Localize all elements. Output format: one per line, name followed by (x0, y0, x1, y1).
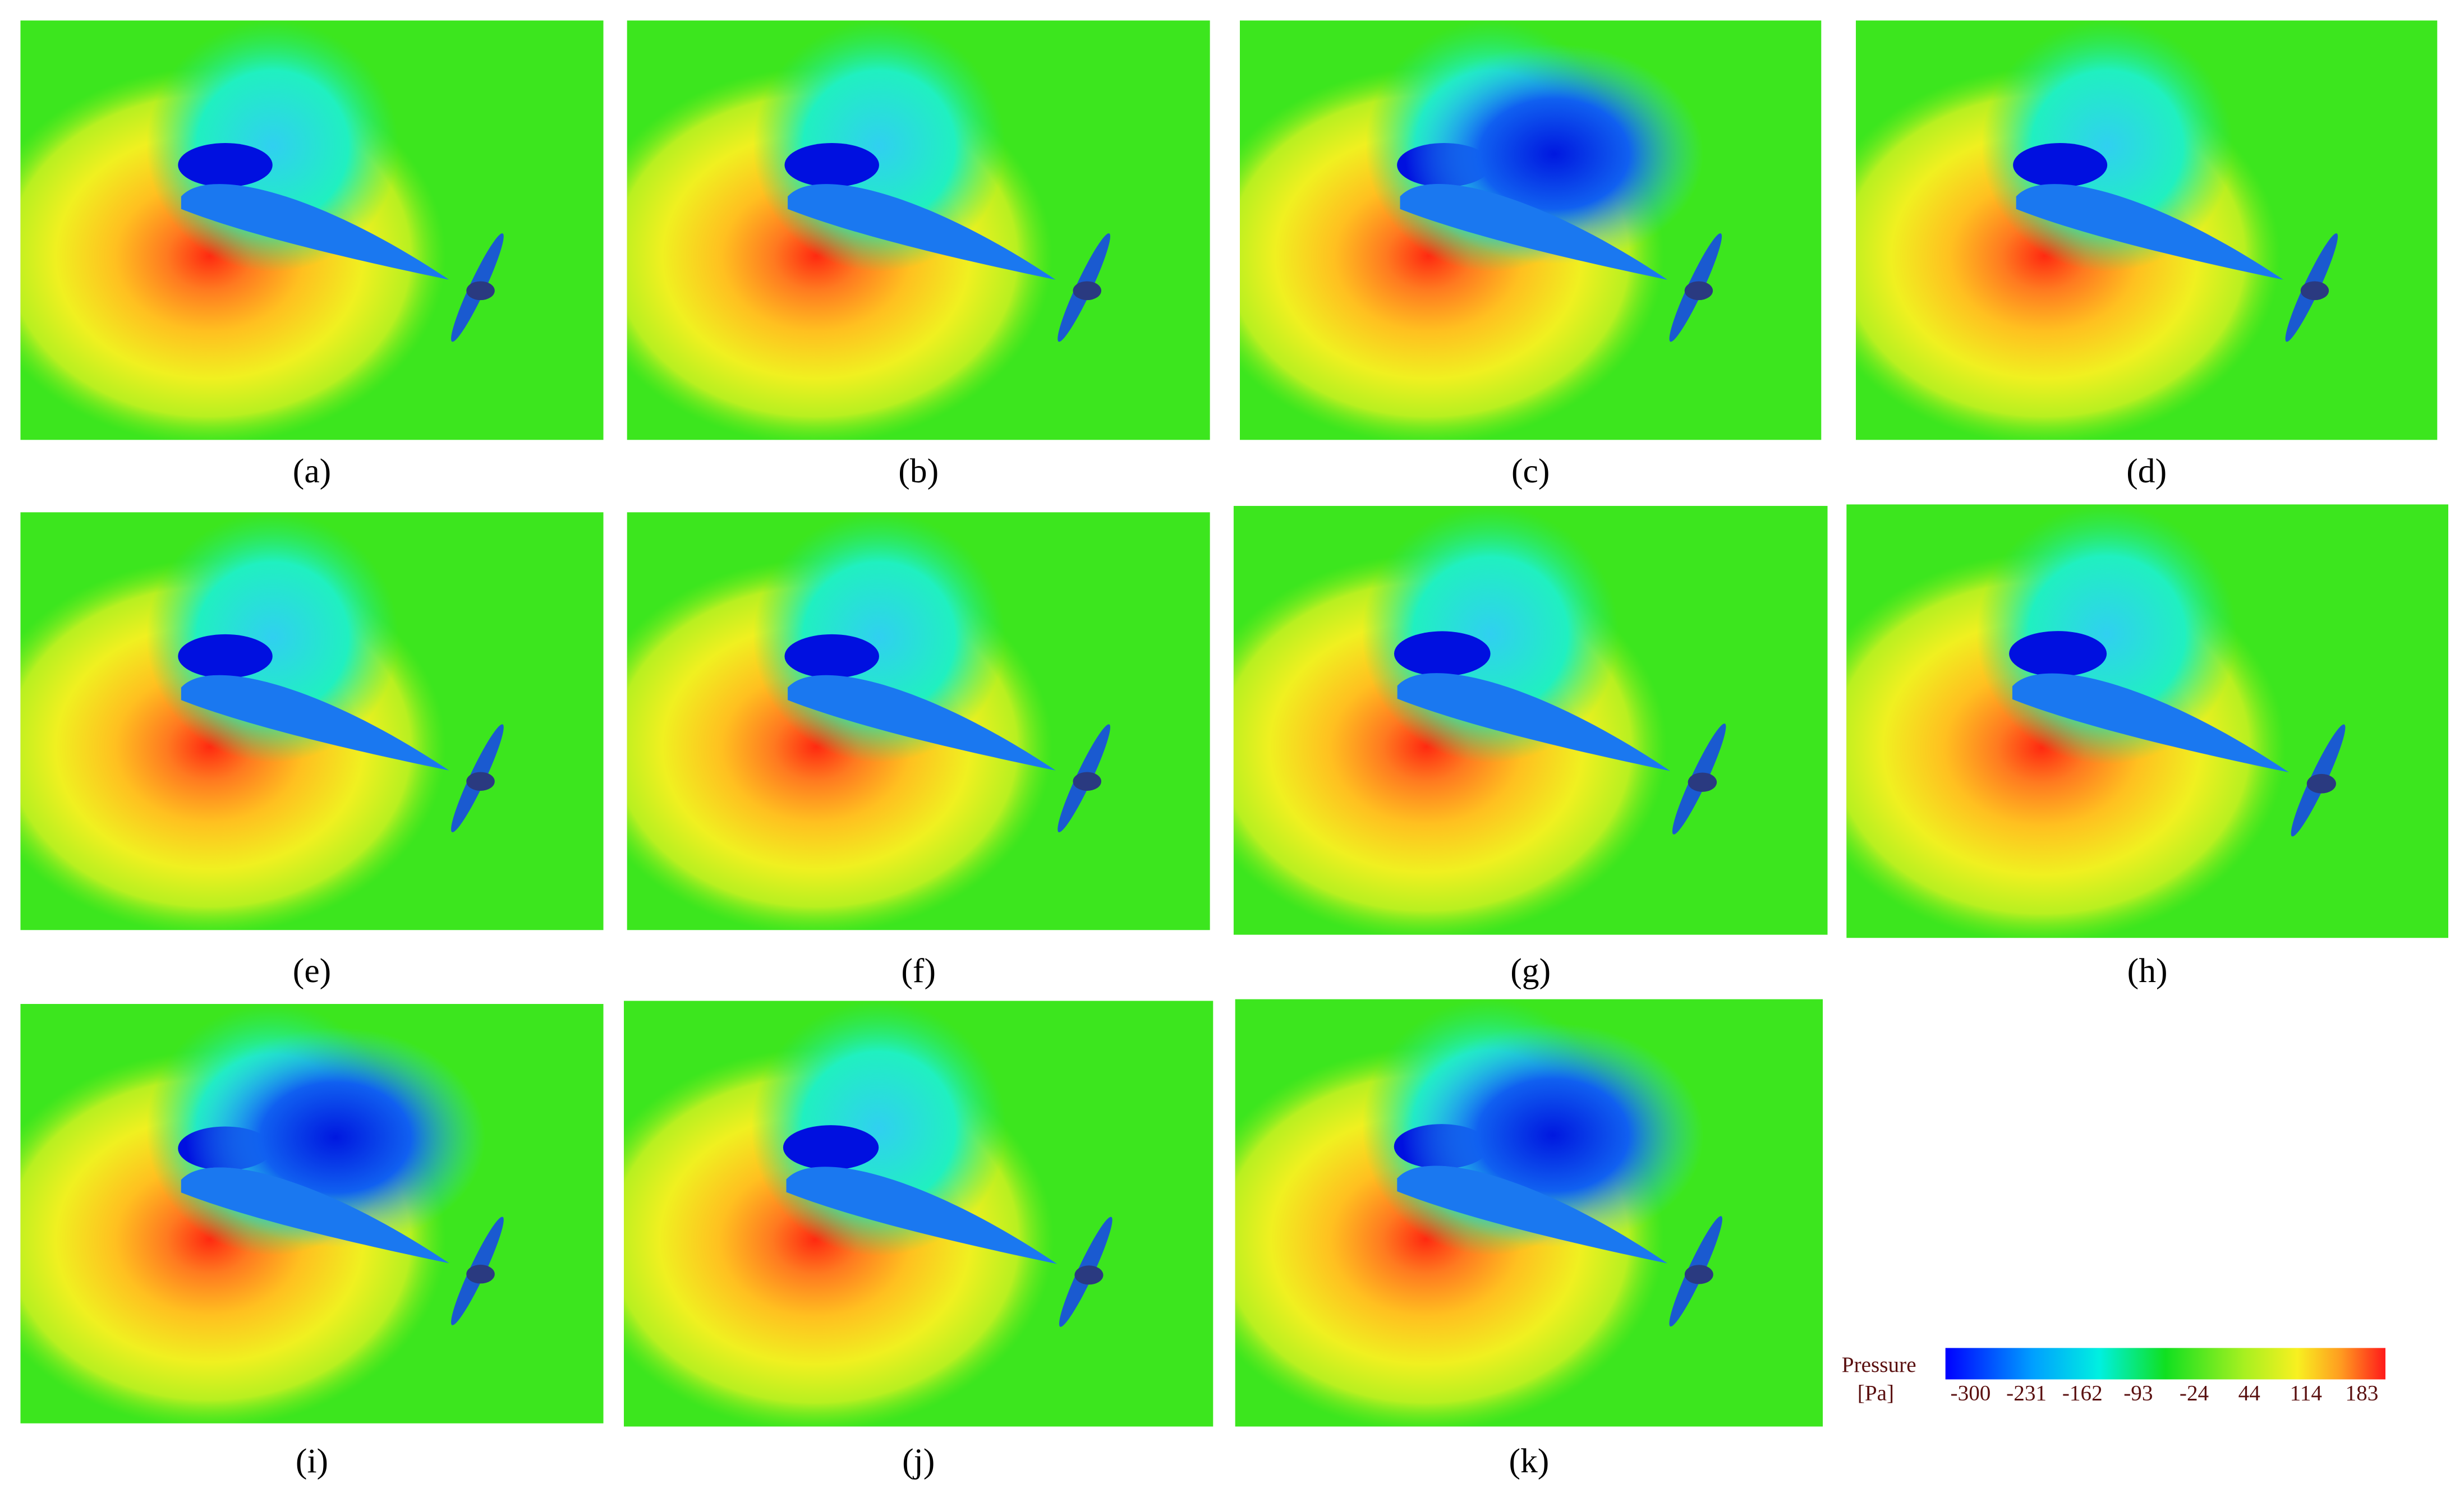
contour-panel: (a) (20, 20, 604, 490)
contour-plot (1233, 506, 1828, 935)
colorbar-tick-label: -93 (2123, 1381, 2153, 1405)
contour-panel: (f) (627, 512, 1210, 990)
colorbar-tick-label: 44 (2238, 1381, 2260, 1405)
panel-label: (k) (1509, 1442, 1549, 1480)
panel-label: (b) (898, 452, 939, 490)
contour-plot (20, 512, 604, 930)
contour-plot (627, 512, 1210, 930)
panels: (a) (b) (c) (d) (e) (f) (g) (h) (i) (j) (k) (20, 20, 2448, 1480)
colorbar-tick-label: 114 (2290, 1381, 2322, 1405)
colorbar-title: Pressure (1842, 1353, 1916, 1377)
panel-label: (a) (293, 452, 331, 490)
panel-label: (d) (2126, 452, 2167, 490)
panel-label: (e) (293, 952, 331, 990)
colorbar-tick-label: -24 (2180, 1381, 2209, 1405)
contour-plot (624, 1001, 1213, 1427)
panel-label: (j) (902, 1442, 935, 1480)
panel-label: (i) (296, 1442, 328, 1480)
contour-panel: (k) (1235, 999, 1823, 1480)
contour-plot (1846, 504, 2448, 938)
contour-plot (627, 20, 1210, 440)
contour-panel: (b) (627, 20, 1210, 490)
panel-label: (g) (1510, 952, 1551, 990)
colorbar-tick-label: -162 (2062, 1381, 2103, 1405)
contour-panel: (i) (20, 1003, 604, 1480)
colorbar-gradient (1945, 1348, 2385, 1380)
colorbar-tick-label: -300 (1951, 1381, 1991, 1405)
contour-panel: (c) (1240, 20, 1822, 490)
contour-panel: (e) (20, 512, 604, 990)
contour-plot (1856, 20, 2438, 440)
panel-label: (h) (2127, 952, 2168, 990)
contour-panel: (d) (1856, 20, 2438, 490)
panel-label: (c) (1511, 452, 1550, 490)
colorbar-tick-label: -231 (2006, 1381, 2047, 1405)
colorbar-unit: [Pa] (1858, 1381, 1894, 1405)
airfoil (181, 1167, 449, 1264)
airfoil (1397, 1165, 1667, 1264)
colorbar-tick-label: 183 (2346, 1381, 2379, 1405)
panel-label: (f) (901, 952, 936, 990)
colorbar: Pressure [Pa] -300 -231 -162 -93 -24 44 114 183 (1842, 1348, 2385, 1405)
contour-panel: (g) (1233, 506, 1828, 990)
contour-plot (20, 20, 604, 440)
contour-panel: (j) (624, 1001, 1213, 1480)
contour-panel: (h) (1846, 504, 2448, 990)
airfoil (1400, 184, 1667, 280)
